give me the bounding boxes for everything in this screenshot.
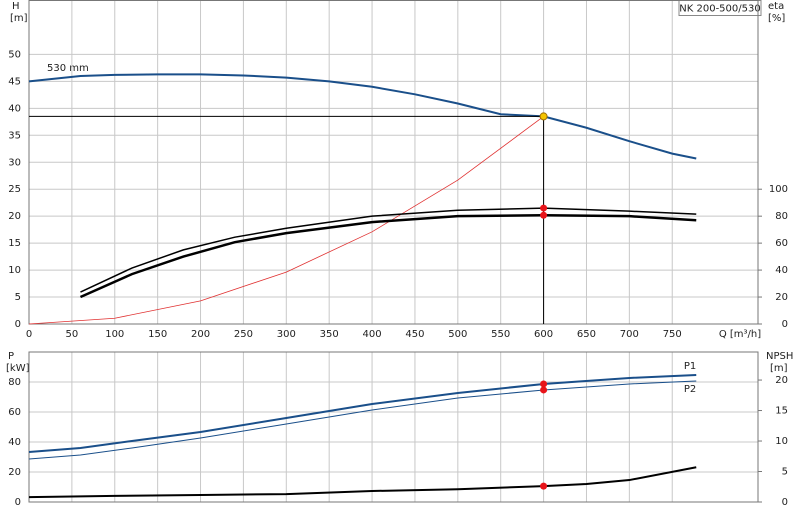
eta-label: eta [768, 1, 784, 12]
y-tick-label: 45 [8, 76, 21, 87]
y-tick-label: 10 [8, 265, 21, 276]
y-tick-label: 5 [15, 292, 21, 303]
x-tick-label: 550 [491, 329, 510, 340]
x-tick-label: 200 [191, 329, 210, 340]
y-tick-label: 0 [15, 319, 21, 330]
eta-unit: [%] [768, 13, 785, 24]
x-tick-label: 700 [620, 329, 639, 340]
duty-point [540, 386, 548, 394]
series-line [28, 373, 697, 454]
x-tick-label: 0 [26, 329, 32, 340]
y-tick-label: 15 [8, 238, 21, 249]
npsh-unit: [m] [770, 363, 788, 374]
y-tick-label: 60 [8, 407, 21, 418]
p-unit: [kW] [6, 363, 30, 374]
y2-tick-label: 0 [782, 319, 788, 330]
x-tick-label: 150 [148, 329, 167, 340]
x-tick-label: 100 [105, 329, 124, 340]
h-unit: [m] [10, 13, 28, 24]
q-label: Q [m³/h] [719, 329, 761, 340]
model-label: NK 200-500/530 [679, 4, 760, 15]
y2-tick-label: 10 [775, 436, 788, 447]
y-tick-label: 0 [15, 497, 21, 508]
duty-point [540, 482, 548, 490]
x-tick-label: 750 [663, 329, 682, 340]
duty-point [540, 204, 548, 212]
x-tick-label: 500 [448, 329, 467, 340]
y2-tick-label: 100 [769, 184, 788, 195]
y-tick-label: 40 [8, 437, 21, 448]
duty-point [540, 211, 548, 219]
plot-frame [28, 351, 759, 503]
h-label: H [12, 1, 20, 12]
y-tick-label: 20 [8, 467, 21, 478]
series-line [79, 213, 697, 299]
p-label: P [8, 351, 14, 362]
y2-tick-label: 80 [775, 211, 788, 222]
series-label: P2 [684, 384, 696, 395]
impeller-label: 530 mm [47, 63, 89, 74]
x-tick-label: 300 [277, 329, 296, 340]
y-tick-label: 35 [8, 130, 21, 141]
y2-tick-label: 60 [775, 238, 788, 249]
y2-tick-label: 40 [775, 265, 788, 276]
series-line [28, 73, 697, 160]
x-tick-label: 50 [66, 329, 79, 340]
series-line [28, 116, 544, 325]
series-label: P1 [684, 361, 696, 372]
y-tick-label: 25 [8, 184, 21, 195]
y-tick-label: 40 [8, 103, 21, 114]
y-tick-label: 50 [8, 49, 21, 60]
y2-tick-label: 15 [775, 406, 788, 417]
y-tick-label: 80 [8, 377, 21, 388]
duty-point [540, 380, 548, 388]
duty-point [539, 112, 548, 121]
x-tick-label: 350 [320, 329, 339, 340]
x-tick-label: 250 [234, 329, 253, 340]
x-tick-label: 450 [405, 329, 424, 340]
y-tick-label: 20 [8, 211, 21, 222]
series-line [28, 466, 697, 499]
x-tick-label: 650 [577, 329, 596, 340]
plot-frame [28, 0, 759, 325]
y2-tick-label: 5 [782, 467, 788, 478]
y2-tick-label: 0 [782, 497, 788, 508]
y2-tick-label: 20 [775, 375, 788, 386]
y2-tick-label: 20 [775, 292, 788, 303]
npsh-label: NPSH [766, 351, 793, 362]
x-tick-label: 400 [363, 329, 382, 340]
y-tick-label: 30 [8, 157, 21, 168]
x-tick-label: 600 [534, 329, 553, 340]
series-line [80, 207, 697, 293]
series-line [28, 380, 697, 460]
